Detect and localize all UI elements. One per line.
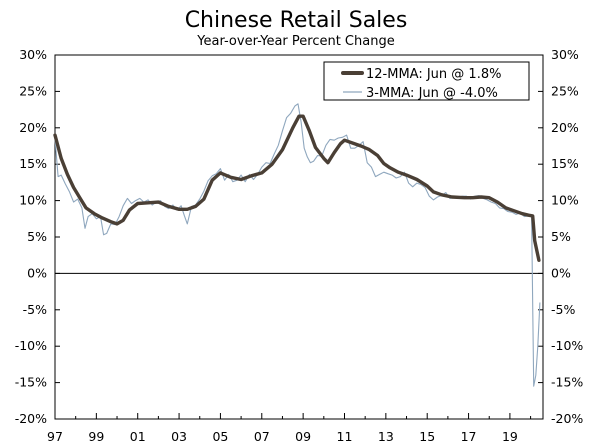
y-tick-label-left: -20%	[15, 411, 47, 426]
y-tick-label-left: 30%	[19, 47, 47, 62]
chart-subtitle: Year-over-Year Percent Change	[196, 34, 394, 49]
y-tick-label-left: 15%	[19, 156, 47, 171]
y-tick-label-left: -5%	[23, 302, 47, 317]
x-tick-label: 17	[461, 429, 477, 444]
y-tick-label-left: 20%	[19, 120, 47, 135]
x-tick-label: 97	[47, 429, 63, 444]
x-tick-label: 09	[295, 429, 311, 444]
x-axis: 97 99 01 03 05 07 09 11 13 15 17 19	[47, 413, 532, 444]
y-tick-label-left: -15%	[15, 375, 47, 390]
legend-box	[323, 61, 530, 101]
y-axis-right: 30% 25% 20% 15% 10% 5% 0% -5% -10% -15% -20%	[538, 47, 583, 426]
y-tick-label-right: -15%	[551, 375, 583, 390]
legend-label-12mma: 12-MMA: Jun @ 1.8%	[366, 67, 501, 82]
x-tick-label: 05	[212, 429, 228, 444]
y-tick-label-right: 15%	[551, 156, 579, 171]
y-tick-label-left: 5%	[27, 229, 47, 244]
y-tick-label-left: -10%	[15, 338, 47, 353]
x-tick-label: 11	[337, 429, 353, 444]
y-tick-label-right: 0%	[551, 265, 571, 280]
series-line-3mma	[54, 103, 541, 387]
x-tick-label: 19	[502, 429, 518, 444]
y-tick-label-right: -5%	[551, 302, 575, 317]
legend-label-3mma: 3-MMA: Jun @ -4.0%	[366, 86, 498, 101]
y-tick-label-right: 5%	[551, 229, 571, 244]
x-tick-label: 99	[88, 429, 104, 444]
y-tick-label-left: 25%	[19, 83, 47, 98]
series-layer	[53, 103, 541, 387]
y-tick-label-right: 25%	[551, 83, 579, 98]
chart-title: Chinese Retail Sales	[185, 8, 408, 33]
x-tick-label: 13	[378, 429, 394, 444]
series-line-12mma	[53, 114, 541, 262]
x-tick-label: 15	[419, 429, 435, 444]
y-tick-label-right: -20%	[551, 411, 583, 426]
x-tick-label: 07	[254, 429, 270, 444]
legend: 12-MMA: Jun @ 1.8% 3-MMA: Jun @ -4.0%	[323, 61, 530, 101]
y-axis-left: 30% 25% 20% 15% 10% 5% 0% -5% -10% -15% -20%	[15, 47, 60, 426]
y-tick-label-right: 10%	[551, 193, 579, 208]
x-tick-label: 03	[171, 429, 187, 444]
y-tick-label-left: 0%	[27, 265, 47, 280]
y-tick-label-right: -10%	[551, 338, 583, 353]
y-tick-label-right: 30%	[551, 47, 579, 62]
y-tick-label-right: 20%	[551, 120, 579, 135]
x-tick-label: 01	[130, 429, 146, 444]
y-tick-label-left: 10%	[19, 193, 47, 208]
